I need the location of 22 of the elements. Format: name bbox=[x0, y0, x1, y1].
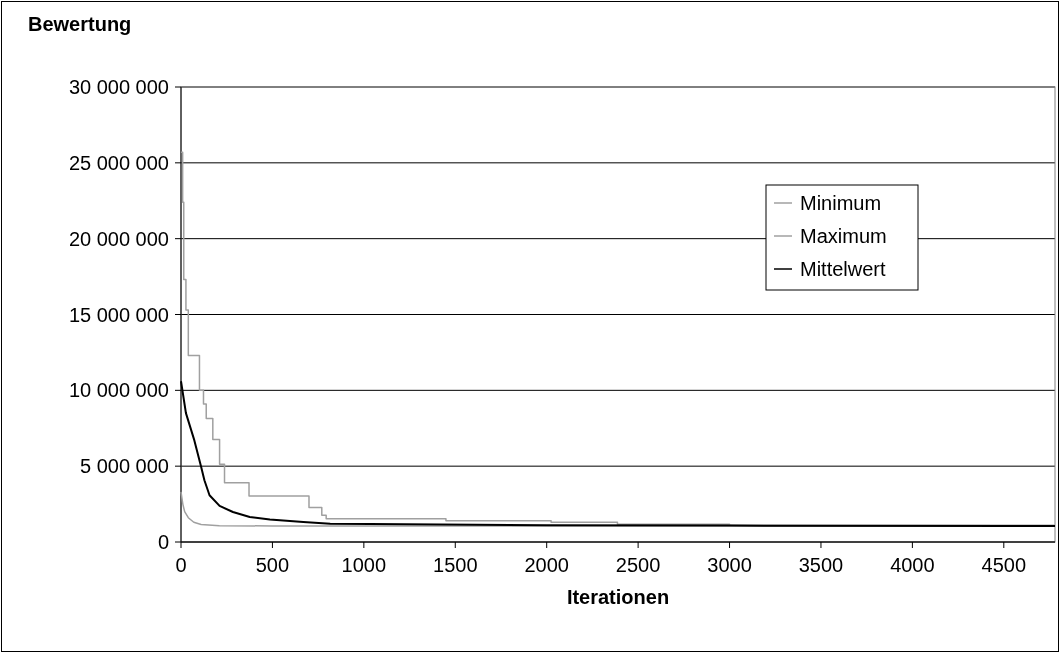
legend-label: Mittelwert bbox=[800, 258, 887, 280]
y-tick-label: 15 000 000 bbox=[68, 303, 169, 326]
x-tick-label: 3500 bbox=[798, 554, 844, 576]
x-axis-title: Iterationen bbox=[566, 586, 670, 608]
legend-label: Minimum bbox=[800, 192, 882, 214]
x-tick-label: 1000 bbox=[341, 554, 387, 576]
y-tick-label: 10 000 000 bbox=[68, 379, 169, 402]
y-tick-label: 5 000 000 bbox=[80, 455, 169, 478]
y-tick-label: 30 000 000 bbox=[68, 76, 169, 98]
y-tick-label: 25 000 000 bbox=[68, 151, 169, 174]
y-axis-title: Bewertung bbox=[28, 13, 132, 35]
x-tick-label: 500 bbox=[255, 554, 290, 576]
x-tick-label: 1500 bbox=[433, 554, 478, 576]
y-tick-label: 20 000 000 bbox=[68, 227, 169, 250]
legend-label: Maximum bbox=[800, 225, 887, 247]
x-tick-label: 4000 bbox=[890, 554, 935, 576]
x-tick-label: 0 bbox=[175, 554, 187, 576]
x-tick-label: 2500 bbox=[615, 554, 661, 576]
x-tick-label: 4500 bbox=[981, 554, 1027, 576]
x-tick-label: 3000 bbox=[707, 554, 752, 576]
x-tick-label: 2000 bbox=[524, 554, 569, 576]
y-tick-label: 0 bbox=[157, 531, 169, 553]
